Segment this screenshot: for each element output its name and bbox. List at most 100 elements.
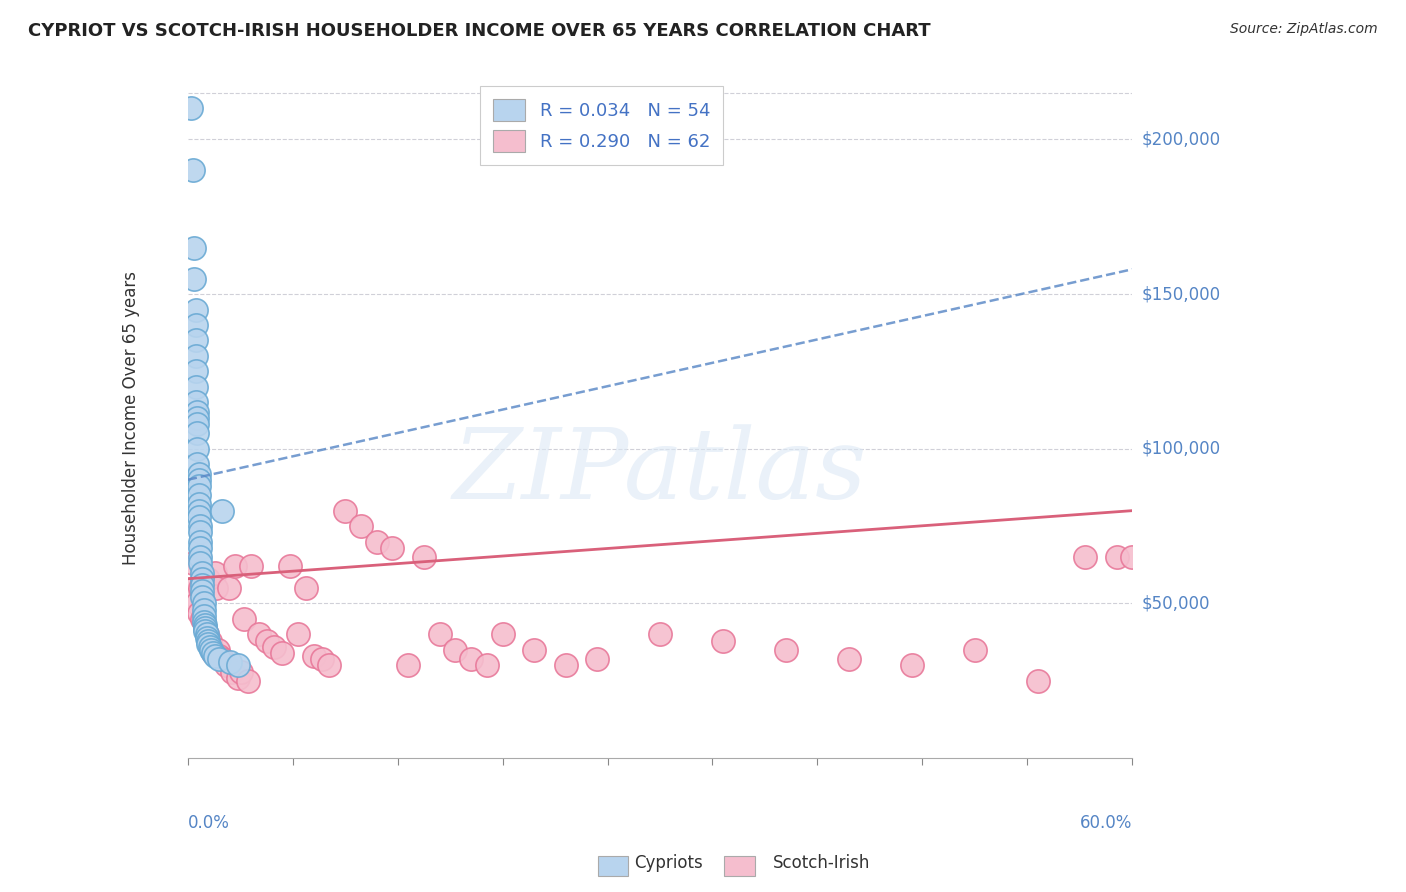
Point xyxy=(1074,550,1097,565)
Point xyxy=(263,640,285,654)
Point xyxy=(184,395,207,409)
Text: Source: ZipAtlas.com: Source: ZipAtlas.com xyxy=(1230,22,1378,37)
Point xyxy=(187,488,209,502)
Point xyxy=(186,597,208,611)
Point xyxy=(193,608,215,623)
Point xyxy=(193,602,215,616)
Point xyxy=(211,652,233,666)
Point xyxy=(190,581,212,595)
Text: $200,000: $200,000 xyxy=(1142,130,1220,148)
Point xyxy=(184,334,207,348)
Point xyxy=(221,665,243,679)
Text: $150,000: $150,000 xyxy=(1142,285,1220,303)
Point xyxy=(586,652,609,666)
Point xyxy=(208,652,231,666)
Point xyxy=(239,559,262,574)
Point xyxy=(838,652,860,666)
Point xyxy=(207,643,229,657)
Point xyxy=(190,556,212,570)
Point xyxy=(218,581,240,595)
Legend: R = 0.034   N = 54, R = 0.290   N = 62: R = 0.034 N = 54, R = 0.290 N = 62 xyxy=(481,87,723,165)
Point xyxy=(183,581,205,595)
Point xyxy=(194,621,217,635)
Point xyxy=(180,102,202,116)
Point xyxy=(187,509,209,524)
Point xyxy=(186,410,208,425)
Point xyxy=(460,652,482,666)
Point xyxy=(195,627,218,641)
Point xyxy=(181,163,204,178)
Point xyxy=(197,572,219,586)
Point xyxy=(187,473,209,487)
Text: Householder Income Over 65 years: Householder Income Over 65 years xyxy=(122,271,141,565)
Point xyxy=(711,633,734,648)
Point xyxy=(184,364,207,378)
Point xyxy=(302,649,325,664)
Point xyxy=(197,637,219,651)
Point xyxy=(191,572,214,586)
Point xyxy=(205,581,228,595)
Point xyxy=(963,643,986,657)
Text: 60.0%: 60.0% xyxy=(1080,814,1132,832)
Point xyxy=(201,646,224,660)
Point xyxy=(200,643,222,657)
Point xyxy=(444,643,467,657)
Point xyxy=(381,541,404,555)
Point xyxy=(311,652,333,666)
Point xyxy=(335,503,357,517)
Point xyxy=(183,271,205,285)
Text: Cypriots: Cypriots xyxy=(634,855,703,872)
Point xyxy=(190,550,212,565)
Point xyxy=(318,658,340,673)
Point xyxy=(190,525,212,540)
Point xyxy=(204,649,226,664)
Point xyxy=(187,479,209,493)
Point xyxy=(1026,673,1049,688)
Point xyxy=(1105,550,1128,565)
Point xyxy=(1121,550,1143,565)
Point xyxy=(187,498,209,512)
Point xyxy=(226,658,249,673)
Point xyxy=(194,618,217,632)
Point xyxy=(523,643,546,657)
Point xyxy=(194,624,217,639)
Point xyxy=(224,559,246,574)
Text: ZIPatlas: ZIPatlas xyxy=(453,425,868,520)
Point xyxy=(193,597,215,611)
Point xyxy=(184,318,207,332)
Point xyxy=(648,627,671,641)
Point xyxy=(186,404,208,418)
Point xyxy=(187,606,209,620)
Point xyxy=(366,534,388,549)
Text: $50,000: $50,000 xyxy=(1142,594,1211,613)
Point xyxy=(475,658,498,673)
Point xyxy=(183,241,205,255)
Point xyxy=(198,633,221,648)
Point xyxy=(195,631,218,645)
Point xyxy=(775,643,797,657)
Point xyxy=(186,417,208,431)
Point xyxy=(247,627,270,641)
Point xyxy=(186,426,208,441)
Point xyxy=(190,534,212,549)
Point xyxy=(184,380,207,394)
Text: Scotch-Irish: Scotch-Irish xyxy=(773,855,870,872)
Point xyxy=(554,658,576,673)
Point xyxy=(193,615,215,629)
Point xyxy=(193,615,215,629)
Point xyxy=(231,665,253,679)
Point xyxy=(491,627,513,641)
Point xyxy=(184,349,207,363)
Point xyxy=(187,503,209,517)
Point xyxy=(208,649,231,664)
Point xyxy=(187,467,209,481)
Point xyxy=(201,646,224,660)
Point xyxy=(190,541,212,555)
Point xyxy=(191,612,214,626)
Point xyxy=(197,633,219,648)
Point xyxy=(184,591,207,605)
Point xyxy=(211,503,233,517)
Point xyxy=(901,658,924,673)
Text: 0.0%: 0.0% xyxy=(188,814,229,832)
Point xyxy=(190,519,212,533)
